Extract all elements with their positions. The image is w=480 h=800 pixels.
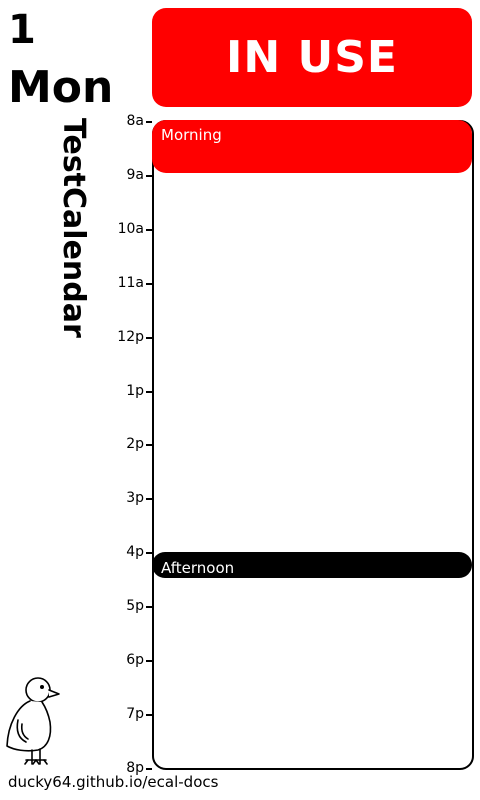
hour-tick — [146, 713, 152, 716]
hour-label: 2p — [126, 436, 144, 453]
hour-label: 8a — [126, 113, 145, 129]
hour-tick — [146, 552, 152, 555]
hour-label: 11a — [117, 274, 144, 291]
event-title: Morning — [161, 126, 222, 144]
day-name: Mon — [8, 62, 114, 113]
hour-label: 4p — [126, 544, 144, 561]
hour-tick — [146, 606, 152, 609]
event-title: Afternoon — [161, 559, 235, 577]
duck-icon — [6, 677, 60, 765]
hour-label: 12p — [117, 328, 144, 345]
hour-tick — [146, 767, 152, 770]
hour-label: 6p — [126, 652, 144, 668]
hour-label: 1p — [126, 382, 144, 399]
footer-url[interactable]: ducky64.github.io/ecal-docs — [8, 773, 219, 791]
hour-tick — [146, 444, 152, 447]
hour-tick — [146, 498, 152, 501]
hour-label: 9a — [126, 166, 145, 183]
hour-tick — [146, 660, 152, 662]
hour-label: 3p — [126, 490, 144, 507]
event-morning[interactable]: Morning — [152, 120, 472, 173]
event-afternoon[interactable]: Afternoon — [152, 552, 472, 578]
date-number: 1 — [8, 7, 36, 53]
status-banner: IN USE — [152, 8, 472, 107]
hour-tick — [146, 282, 152, 285]
hour-tick — [146, 228, 152, 231]
hour-label: 10a — [117, 220, 144, 237]
hour-label: 7p — [126, 705, 144, 722]
hour-label: 5p — [126, 598, 144, 615]
hour-tick — [146, 121, 152, 123]
hour-tick — [146, 174, 152, 177]
hour-tick — [146, 336, 152, 339]
hour-label: 8p — [126, 759, 144, 776]
day-timeline — [152, 120, 474, 770]
hour-tick — [146, 390, 152, 393]
